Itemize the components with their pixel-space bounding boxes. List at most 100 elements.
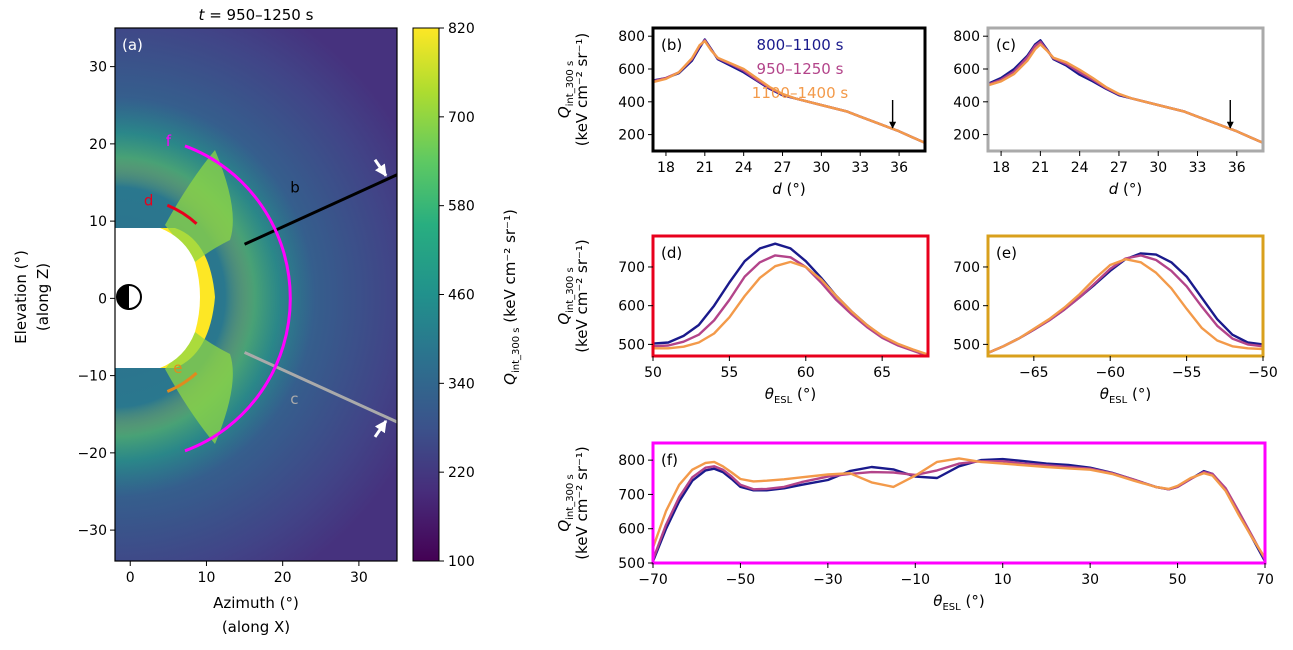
ytick-label-f: 500 — [618, 556, 645, 572]
ytick-label-a: 0 — [98, 291, 107, 307]
panel-c-tag: (c) — [996, 36, 1016, 54]
ytick-label-a: −20 — [77, 446, 107, 462]
panel-a-ylabel: Elevation (°) — [12, 250, 30, 344]
colorbar-tick-label: 340 — [448, 376, 475, 392]
cut-line-b — [243, 173, 397, 246]
cut-arc-d — [166, 203, 198, 225]
panel-b-ylabel: Qint_300 s — [555, 61, 576, 118]
xtick-label-a: 30 — [350, 570, 368, 586]
xtick-label-b: 30 — [812, 160, 830, 176]
xtick-label-d: 50 — [644, 365, 662, 381]
panel-a-xlabel2: (along X) — [222, 618, 290, 636]
legend-item-1: 800–1100 s — [757, 36, 844, 54]
ytick-label-a: −30 — [77, 523, 107, 539]
panel-a-ylabel2: (along Z) — [34, 263, 52, 331]
ytick-label-a: 20 — [89, 137, 107, 153]
panel-f-ylabel-units: (keV cm⁻² sr⁻¹) — [573, 446, 591, 560]
ytick-label-c: 800 — [953, 29, 980, 45]
panel-f-frame — [651, 441, 1267, 565]
panel-b-tag: (b) — [661, 36, 682, 54]
cut-label-d: d — [144, 191, 154, 209]
panel-a-frame — [114, 27, 398, 562]
panel-e-tag: (e) — [996, 244, 1017, 262]
ytick-label-e: 700 — [953, 260, 980, 276]
ytick-label-c: 600 — [953, 62, 980, 78]
xtick-label-f: −30 — [813, 572, 843, 588]
ytick-label-f: 700 — [618, 487, 645, 503]
xtick-label-e: −50 — [1248, 365, 1278, 381]
ytick-label-b: 600 — [618, 62, 645, 78]
cut-arc-e — [166, 371, 198, 393]
colorbar-tick-label: 220 — [448, 465, 475, 481]
xtick-label-a: 20 — [274, 570, 292, 586]
ytick-label-c: 400 — [953, 95, 980, 111]
xtick-label-c: 27 — [1110, 160, 1128, 176]
panel-f-ylabel: Qint_300 s — [555, 474, 576, 531]
occulted-region — [115, 228, 200, 368]
ytick-label-b: 800 — [618, 29, 645, 45]
colorbar-label: Qint_300 s (keV cm⁻² sr⁻¹) — [501, 209, 522, 385]
panel-d-tag: (d) — [661, 244, 682, 262]
xtick-label-b: 33 — [851, 160, 869, 176]
ytick-label-f: 800 — [618, 453, 645, 469]
ytick-label-d: 500 — [618, 337, 645, 353]
xtick-label-f: −50 — [726, 572, 756, 588]
cut-label-b: b — [290, 179, 300, 197]
heatmap-ribbon-upper — [165, 150, 233, 262]
ytick-label-e: 600 — [953, 299, 980, 315]
xtick-label-d: 65 — [873, 365, 891, 381]
ytick-label-a: 10 — [89, 214, 107, 230]
xtick-label-c: 33 — [1189, 160, 1207, 176]
xtick-label-a: 10 — [198, 570, 216, 586]
series-line-e-3 — [987, 258, 1264, 355]
legend-item-2: 950–1250 s — [757, 60, 844, 78]
series-line-e-1 — [987, 252, 1264, 355]
ytick-label-a: −10 — [77, 369, 107, 385]
panel-d-xlabel: θESL (°) — [765, 385, 816, 406]
panel-b-frame — [651, 26, 927, 153]
panel-c-frame — [986, 26, 1265, 153]
cut-arrow-c — [373, 419, 388, 438]
xtick-label-f: 70 — [1256, 572, 1274, 588]
panel-d-ylabel-units: (keV cm⁻² sr⁻¹) — [573, 239, 591, 353]
colorbar-tick-label: 700 — [448, 110, 475, 126]
ytick-label-d: 700 — [618, 260, 645, 276]
ytick-label-d: 600 — [618, 299, 645, 315]
panel-e: −65 −60 −55 −50 500 600 700 (e) θESL (°) — [953, 234, 1278, 406]
panel-d-ylabel: Qint_300 s — [555, 267, 576, 324]
panel-d-frame — [651, 234, 930, 358]
xtick-label-f: −10 — [901, 572, 931, 588]
series-line-d-2 — [652, 254, 929, 358]
ytick-label-a: 30 — [89, 60, 107, 76]
panel-c: 18 21 24 27 30 33 36 200 400 600 800 (c) d (°) — [953, 26, 1265, 198]
series-line-c-3 — [987, 43, 1264, 144]
xtick-label-b: 24 — [735, 160, 753, 176]
panel-c-xlabel: d (°) — [1109, 180, 1143, 198]
xtick-label-d: 55 — [720, 365, 738, 381]
xtick-label-c: 36 — [1228, 160, 1246, 176]
panel-d: 50 55 60 65 500 600 700 (d) θESL (°) Qint_300 s(k… — [555, 234, 930, 406]
panel-b-xlabel: d (°) — [772, 180, 806, 198]
heatmap-ribbon-lower — [165, 332, 233, 444]
panel-a-tag: (a) — [122, 36, 143, 54]
colorbar-tick-label: 580 — [448, 199, 475, 215]
colorbar-tick-label: 820 — [448, 21, 475, 37]
xtick-label-c: 24 — [1071, 160, 1089, 176]
series-line-f-2 — [651, 460, 1267, 561]
colorbar-gradient — [412, 27, 440, 562]
xtick-label-f: 50 — [1169, 572, 1187, 588]
ytick-label-b: 200 — [618, 128, 645, 144]
colorbar: 100 220 340 460 580 700 820 Qint_300 s (keV cm… — [412, 21, 522, 570]
ytick-label-f: 600 — [618, 522, 645, 538]
cut-label-e: e — [173, 359, 182, 377]
legend: 800–1100 s 950–1250 s 1100–1400 s — [752, 36, 849, 102]
cut-arrow-b — [373, 158, 388, 177]
xtick-label-e: −60 — [1095, 365, 1125, 381]
colorbar-tick-label: 100 — [448, 554, 475, 570]
cut-label-c: c — [290, 390, 298, 408]
legend-item-3: 1100–1400 s — [752, 84, 849, 102]
xtick-label-a: 0 — [126, 570, 135, 586]
xtick-label-b: 21 — [696, 160, 714, 176]
xtick-label-b: 27 — [774, 160, 792, 176]
